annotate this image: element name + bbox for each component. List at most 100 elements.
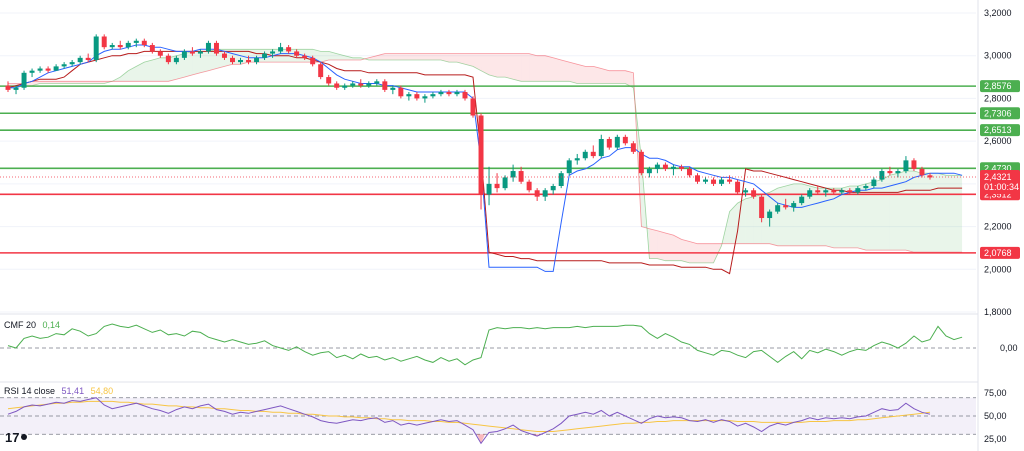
candle[interactable] <box>791 200 797 212</box>
candle[interactable] <box>93 34 99 63</box>
candle[interactable] <box>37 66 43 73</box>
candle[interactable] <box>686 166 692 178</box>
candle[interactable] <box>895 168 901 178</box>
candle[interactable] <box>566 158 572 176</box>
cmf-legend[interactable]: CMF 20 0,14 <box>4 320 60 330</box>
candle[interactable] <box>398 85 404 99</box>
candle[interactable] <box>165 53 171 65</box>
candle[interactable] <box>21 70 27 90</box>
candle[interactable] <box>654 162 660 174</box>
candle[interactable] <box>751 188 757 199</box>
candle[interactable] <box>831 188 837 195</box>
candle[interactable] <box>927 173 933 180</box>
candle[interactable] <box>101 34 107 50</box>
candle[interactable] <box>598 134 604 159</box>
candle[interactable] <box>807 188 813 199</box>
candle[interactable] <box>855 185 861 195</box>
candle[interactable] <box>230 55 235 65</box>
candle[interactable] <box>221 51 227 60</box>
candle[interactable] <box>5 81 11 93</box>
candle[interactable] <box>117 40 123 50</box>
candle[interactable] <box>662 162 668 172</box>
candle[interactable] <box>767 209 773 227</box>
candle[interactable] <box>406 92 412 101</box>
candle[interactable] <box>502 175 508 191</box>
candle[interactable] <box>246 55 252 65</box>
candle[interactable] <box>799 194 805 206</box>
candle[interactable] <box>310 55 316 67</box>
candle[interactable] <box>238 57 243 65</box>
candle[interactable] <box>213 40 219 56</box>
candle[interactable] <box>775 203 781 214</box>
candle[interactable] <box>69 59 75 67</box>
candle[interactable] <box>558 171 564 189</box>
candle[interactable] <box>302 53 308 60</box>
candle[interactable] <box>454 89 460 97</box>
candle[interactable] <box>414 92 420 101</box>
candle[interactable] <box>478 113 484 210</box>
candle[interactable] <box>278 42 284 54</box>
candle[interactable] <box>630 141 636 154</box>
candle[interactable] <box>109 42 115 50</box>
candle[interactable] <box>695 173 700 184</box>
candle[interactable] <box>646 166 652 178</box>
candle[interactable] <box>189 47 195 56</box>
candle[interactable] <box>574 153 580 165</box>
candle[interactable] <box>318 62 324 80</box>
candle[interactable] <box>197 49 203 58</box>
candle[interactable] <box>783 198 789 210</box>
candle[interactable] <box>534 188 540 201</box>
candle[interactable] <box>614 134 620 150</box>
candle[interactable] <box>149 42 155 54</box>
candle[interactable] <box>53 64 59 71</box>
candle[interactable] <box>205 40 211 54</box>
candle[interactable] <box>871 177 877 189</box>
candle[interactable] <box>173 55 179 65</box>
candle[interactable] <box>823 188 829 197</box>
rsi-legend[interactable]: RSI 14 close 51,41 54,80 <box>4 386 113 396</box>
candle[interactable] <box>13 85 19 95</box>
candle[interactable] <box>446 89 452 97</box>
candle[interactable] <box>919 166 925 178</box>
candle[interactable] <box>125 40 131 50</box>
candle[interactable] <box>518 166 524 184</box>
candle[interactable] <box>711 177 717 186</box>
candle[interactable] <box>270 49 276 58</box>
candle[interactable] <box>719 177 725 186</box>
candle[interactable] <box>430 92 436 99</box>
candle[interactable] <box>382 79 388 93</box>
candle[interactable] <box>350 81 356 88</box>
candle[interactable] <box>358 79 364 88</box>
candle[interactable] <box>470 96 476 118</box>
candle[interactable] <box>390 85 396 95</box>
candle[interactable] <box>879 168 885 182</box>
candle[interactable] <box>735 179 741 195</box>
candle[interactable] <box>670 164 676 176</box>
candle[interactable] <box>622 134 628 146</box>
candle[interactable] <box>77 55 83 65</box>
candle[interactable] <box>294 49 300 58</box>
candle[interactable] <box>133 38 139 48</box>
candle[interactable] <box>326 74 332 86</box>
candle[interactable] <box>582 149 588 161</box>
candle[interactable] <box>262 51 268 60</box>
candle[interactable] <box>903 156 909 174</box>
candle[interactable] <box>45 66 51 73</box>
candle[interactable] <box>254 55 260 65</box>
candle[interactable] <box>678 164 684 172</box>
candle[interactable] <box>438 89 444 97</box>
candle[interactable] <box>61 62 67 69</box>
candle[interactable] <box>181 49 187 60</box>
candle[interactable] <box>590 145 596 159</box>
candle[interactable] <box>85 53 91 63</box>
candle[interactable] <box>342 83 348 90</box>
candle[interactable] <box>703 177 708 184</box>
candle[interactable] <box>374 79 380 86</box>
candle[interactable] <box>759 194 765 223</box>
candle[interactable] <box>542 188 548 201</box>
candle[interactable] <box>839 188 845 195</box>
candle[interactable] <box>638 149 644 176</box>
candle[interactable] <box>486 166 492 206</box>
candle[interactable] <box>494 173 500 193</box>
